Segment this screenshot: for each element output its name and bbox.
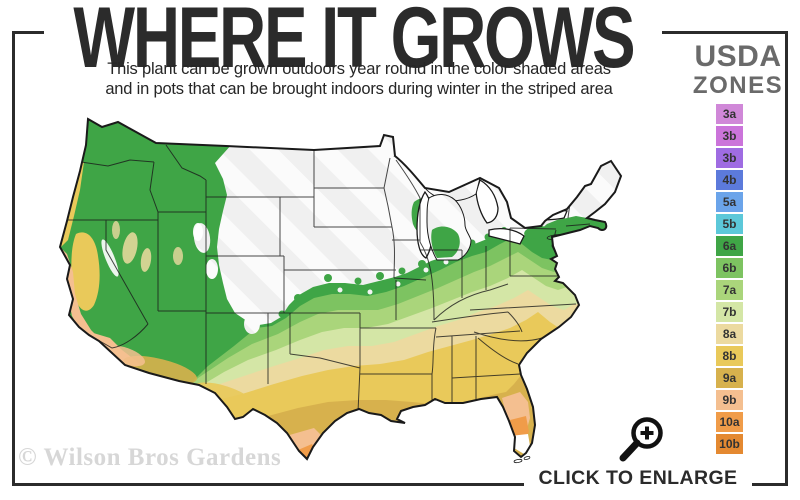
usda-heading-line2: ZONES <box>692 72 784 99</box>
legend-zone-swatch-10-8a: 8a <box>716 324 743 344</box>
legend-zone-swatch-6-6a: 6a <box>716 236 743 256</box>
legend-zone-swatch-12-9a: 9a <box>716 368 743 388</box>
legend-zone-swatch-15-10b: 10b <box>716 434 743 454</box>
legend-zone-swatch-9-7b: 7b <box>716 302 743 322</box>
click-to-enlarge-button[interactable]: CLICK TO ENLARGE <box>524 463 752 493</box>
page-title-text: WHERE IT GROWS <box>73 0 635 86</box>
map-zone-shading <box>60 119 621 459</box>
legend-zone-swatch-14-10a: 10a <box>716 412 743 432</box>
legend-zone-swatch-11-8b: 8b <box>716 346 743 366</box>
state-borders <box>66 144 591 413</box>
subtitle: This plant can be grown outdoors year ro… <box>15 60 703 99</box>
us-hardiness-map-svg <box>59 118 622 464</box>
watermark: © Wilson Bros Gardens <box>18 444 282 471</box>
utah-valley-gold <box>173 247 183 265</box>
arizona-salmon <box>107 345 145 367</box>
nevada-valley-gold-3 <box>112 221 120 239</box>
legend-zone-swatch-5-5b: 5b <box>716 214 743 234</box>
legend-zone-swatch-13-9b: 9b <box>716 390 743 410</box>
magnifier-plus-icon[interactable] <box>610 408 672 470</box>
legend-zone-swatch-0-3a: 3a <box>716 104 743 124</box>
great-salt-lake <box>193 223 203 241</box>
nevada-valley-gold-1 <box>122 232 138 264</box>
utah-mountains-unshaded-2 <box>206 259 218 279</box>
new-mexico-mountains-unshaded <box>244 314 260 334</box>
page-title: WHERE IT GROWS <box>44 0 662 86</box>
nevada-valley-gold-2 <box>140 248 152 272</box>
usda-zones-map[interactable] <box>28 106 680 482</box>
legend-zone-swatch-4-5a: 5a <box>716 192 743 212</box>
subtitle-line-1: This plant can be grown outdoors year ro… <box>107 60 611 78</box>
usda-zones-heading: USDA ZONES <box>686 42 790 98</box>
legend-zone-swatch-1-3b: 3b <box>716 126 743 146</box>
legend-zone-swatch-8-7a: 7a <box>716 280 743 300</box>
legend-zone-swatch-7-6b: 6b <box>716 258 743 278</box>
usda-heading-line1: USDA <box>694 40 782 73</box>
usda-zone-legend: 3a 3b 3b 4b 5a 5b 6a 6b 7a 7b 8a 8b 9a 9b 10a 10b <box>716 104 743 454</box>
california-valley-gold <box>71 232 100 311</box>
lake-huron <box>475 179 499 224</box>
colorado-rockies-unshaded <box>227 261 278 313</box>
florida-keys <box>513 456 531 464</box>
lake-erie <box>488 228 525 245</box>
zone-edge-white-speckles <box>337 250 467 295</box>
legend-zone-swatch-2-3b: 3b <box>716 148 743 168</box>
subtitle-line-2: and in pots that can be brought indoors … <box>105 79 613 98</box>
legend-zone-swatch-3-4b: 4b <box>716 170 743 190</box>
california-coast-salmon <box>60 247 101 344</box>
